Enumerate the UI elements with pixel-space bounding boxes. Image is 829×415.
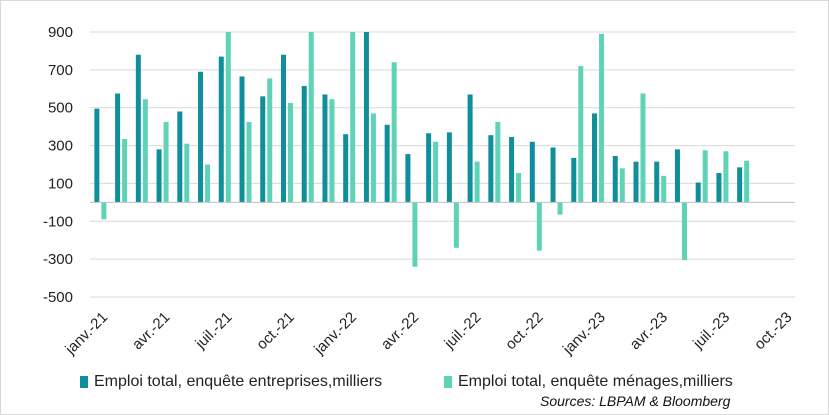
bar-s2-15 bbox=[412, 202, 418, 267]
bar-s2-6 bbox=[225, 32, 231, 203]
x-tick-label-1: avr.-21 bbox=[129, 309, 173, 353]
x-tick-label-7: oct.-22 bbox=[502, 309, 546, 353]
bar-s1-17 bbox=[446, 132, 452, 203]
x-tick-label-9: avr.-23 bbox=[627, 309, 671, 353]
bar-s2-8 bbox=[267, 78, 273, 203]
bar-s2-29 bbox=[702, 150, 708, 203]
bar-s1-11 bbox=[322, 94, 328, 203]
bar-s1-2 bbox=[135, 54, 141, 203]
bar-s1-6 bbox=[218, 56, 224, 203]
legend-item-menages: Emploi total, enquête ménages,milliers bbox=[444, 373, 733, 391]
bar-s2-22 bbox=[557, 202, 563, 215]
bar-s2-20 bbox=[516, 173, 522, 203]
bar-s1-25 bbox=[612, 155, 618, 203]
bar-s1-4 bbox=[177, 111, 183, 203]
bar-s2-13 bbox=[370, 113, 376, 203]
bar-s1-31 bbox=[737, 167, 743, 203]
legend-item-entreprises: Emploi total, enquête entreprises,millie… bbox=[80, 373, 382, 391]
bar-s1-8 bbox=[260, 96, 266, 203]
bar-s1-1 bbox=[115, 93, 121, 203]
y-tick-label-3: 300 bbox=[48, 138, 73, 155]
bar-s2-0 bbox=[101, 202, 107, 220]
bar-s1-0 bbox=[94, 108, 100, 203]
x-tick-label-3: oct.-21 bbox=[253, 309, 297, 353]
bar-s2-31 bbox=[744, 160, 750, 203]
bar-s1-22 bbox=[550, 147, 556, 203]
bar-s1-26 bbox=[633, 161, 639, 203]
bar-s1-27 bbox=[654, 161, 660, 203]
bar-s1-29 bbox=[695, 182, 701, 203]
bar-s2-1 bbox=[122, 138, 128, 203]
bar-s2-7 bbox=[246, 121, 252, 203]
bar-s1-18 bbox=[467, 94, 473, 203]
bar-s2-27 bbox=[661, 175, 667, 203]
bar-s1-16 bbox=[426, 133, 432, 203]
x-tick-label-0: janv.-21 bbox=[62, 309, 112, 359]
bar-s1-23 bbox=[571, 157, 577, 203]
bar-s1-10 bbox=[301, 85, 307, 203]
bar-s2-21 bbox=[536, 202, 542, 251]
bar-s1-28 bbox=[674, 149, 680, 203]
legend-swatch-entreprises bbox=[80, 376, 88, 388]
bar-s1-21 bbox=[529, 141, 535, 203]
bar-s2-14 bbox=[391, 62, 397, 203]
bar-s1-15 bbox=[405, 154, 411, 203]
y-tick-label-2: 500 bbox=[48, 100, 73, 117]
bar-s2-19 bbox=[495, 121, 501, 203]
bar-s2-17 bbox=[453, 202, 459, 248]
x-axis-tick-labels: janv.-21 avr.-21 juil.-21 oct.-21 janv.-22 av… bbox=[62, 309, 796, 359]
y-tick-label-0: 900 bbox=[48, 24, 73, 41]
x-tick-label-8: janv.-23 bbox=[559, 309, 609, 359]
x-tick-label-6: juil.-22 bbox=[440, 309, 484, 353]
y-tick-label-6: -300 bbox=[43, 251, 73, 268]
bar-s2-28 bbox=[681, 202, 687, 261]
y-tick-label-7: -500 bbox=[43, 289, 73, 306]
bar-s2-18 bbox=[474, 161, 480, 203]
y-tick-label-5: -100 bbox=[43, 213, 73, 230]
bar-s2-3 bbox=[163, 121, 169, 203]
y-tick-label-4: 100 bbox=[48, 175, 73, 192]
bar-s2-2 bbox=[142, 99, 148, 203]
bar-s1-9 bbox=[280, 54, 286, 203]
bar-s1-13 bbox=[363, 32, 369, 203]
x-tick-label-10: juil.-23 bbox=[689, 309, 733, 353]
bar-s2-26 bbox=[640, 93, 646, 203]
bar-s2-24 bbox=[599, 33, 605, 203]
x-tick-label-4: janv.-22 bbox=[310, 309, 360, 359]
source-note: Sources: LBPAM & Bloomberg bbox=[540, 393, 731, 409]
bar-s1-24 bbox=[592, 113, 598, 203]
legend-label-menages: Emploi total, enquête ménages,milliers bbox=[458, 373, 733, 390]
bar-s1-3 bbox=[156, 149, 162, 203]
bar-s1-5 bbox=[198, 71, 204, 203]
bar-s2-25 bbox=[619, 168, 625, 203]
legend-label-entreprises: Emploi total, enquête entreprises,millie… bbox=[94, 373, 383, 390]
gridlines bbox=[90, 31, 795, 298]
bar-s1-12 bbox=[343, 134, 349, 203]
bar-s1-19 bbox=[488, 135, 494, 203]
bar-s2-23 bbox=[578, 66, 584, 203]
bar-s1-14 bbox=[384, 124, 390, 203]
bar-s2-12 bbox=[350, 32, 356, 203]
bar-s1-20 bbox=[509, 137, 515, 203]
bar-s2-9 bbox=[287, 102, 293, 203]
y-axis-tick-labels: 900 700 500 300 100 -100 -300 -500 bbox=[43, 24, 73, 306]
x-tick-label-2: juil.-21 bbox=[192, 309, 236, 353]
bar-s2-5 bbox=[205, 164, 211, 203]
bar-s2-16 bbox=[433, 141, 439, 203]
y-tick-label-1: 700 bbox=[48, 62, 73, 79]
bar-s2-4 bbox=[184, 143, 190, 203]
bar-s2-11 bbox=[329, 99, 335, 203]
bar-s1-30 bbox=[716, 173, 722, 203]
bar-s2-10 bbox=[308, 32, 314, 203]
bars bbox=[94, 32, 750, 267]
x-tick-label-5: avr.-22 bbox=[378, 309, 422, 353]
bar-s2-30 bbox=[723, 151, 729, 203]
legend-swatch-menages bbox=[444, 376, 452, 388]
x-tick-label-11: oct.-23 bbox=[751, 309, 795, 353]
bar-s1-7 bbox=[239, 76, 245, 203]
